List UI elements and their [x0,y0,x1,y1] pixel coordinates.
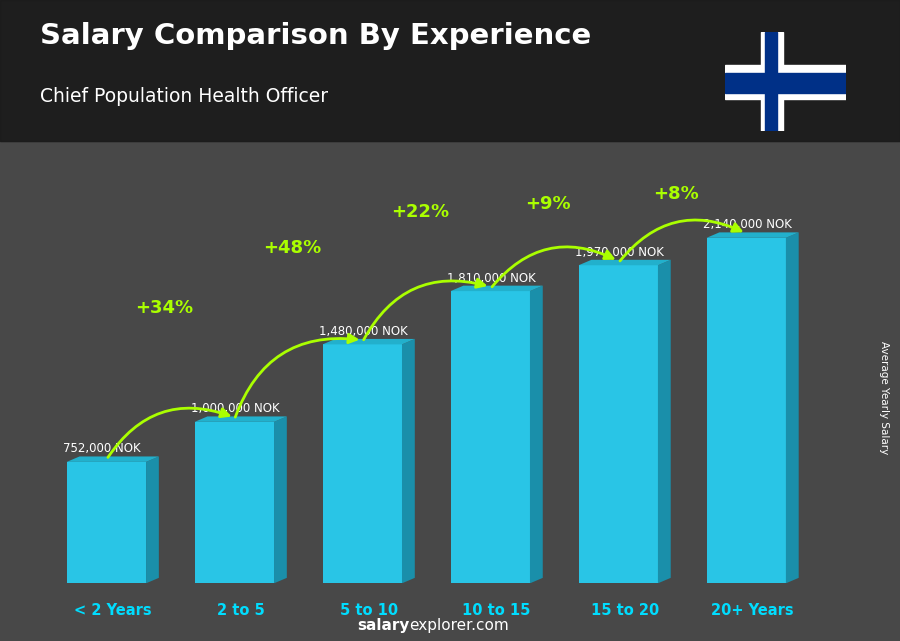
FancyBboxPatch shape [706,238,786,583]
Text: < 2 Years: < 2 Years [74,603,151,618]
FancyBboxPatch shape [451,291,530,583]
FancyBboxPatch shape [322,344,402,583]
Text: salary: salary [357,619,410,633]
Text: 1,810,000 NOK: 1,810,000 NOK [446,272,536,285]
Bar [765,32,778,131]
FancyBboxPatch shape [194,422,274,583]
Text: 20+ Years: 20+ Years [711,603,794,618]
Polygon shape [322,339,415,344]
Text: 1,480,000 NOK: 1,480,000 NOK [319,325,408,338]
Text: 5 to 10: 5 to 10 [339,603,398,618]
Bar [724,73,846,93]
Text: 2 to 5: 2 to 5 [217,603,265,618]
Polygon shape [402,339,415,583]
Polygon shape [451,286,543,291]
Text: Chief Population Health Officer: Chief Population Health Officer [40,87,328,106]
FancyBboxPatch shape [67,462,146,583]
Text: Average Yearly Salary: Average Yearly Salary [878,341,889,454]
Text: Salary Comparison By Experience: Salary Comparison By Experience [40,22,592,51]
Text: 15 to 20: 15 to 20 [590,603,659,618]
Text: 10 to 15: 10 to 15 [463,603,531,618]
Text: +22%: +22% [391,203,449,221]
Text: +34%: +34% [135,299,193,317]
Text: 2,140,000 NOK: 2,140,000 NOK [703,219,792,231]
Bar [761,32,783,131]
Polygon shape [786,233,798,583]
Text: explorer.com: explorer.com [410,619,509,633]
FancyBboxPatch shape [579,265,658,583]
Polygon shape [530,286,543,583]
Polygon shape [67,456,158,462]
Text: +9%: +9% [525,195,571,213]
Polygon shape [146,456,158,583]
Text: +8%: +8% [653,185,698,203]
Bar [724,65,846,99]
Polygon shape [194,417,287,422]
Polygon shape [579,260,670,265]
Polygon shape [706,233,798,238]
Text: 1,970,000 NOK: 1,970,000 NOK [575,246,663,259]
Text: 1,000,000 NOK: 1,000,000 NOK [191,403,280,415]
Polygon shape [658,260,670,583]
Text: +48%: +48% [263,239,321,257]
Text: 752,000 NOK: 752,000 NOK [63,442,140,455]
Polygon shape [274,417,287,583]
